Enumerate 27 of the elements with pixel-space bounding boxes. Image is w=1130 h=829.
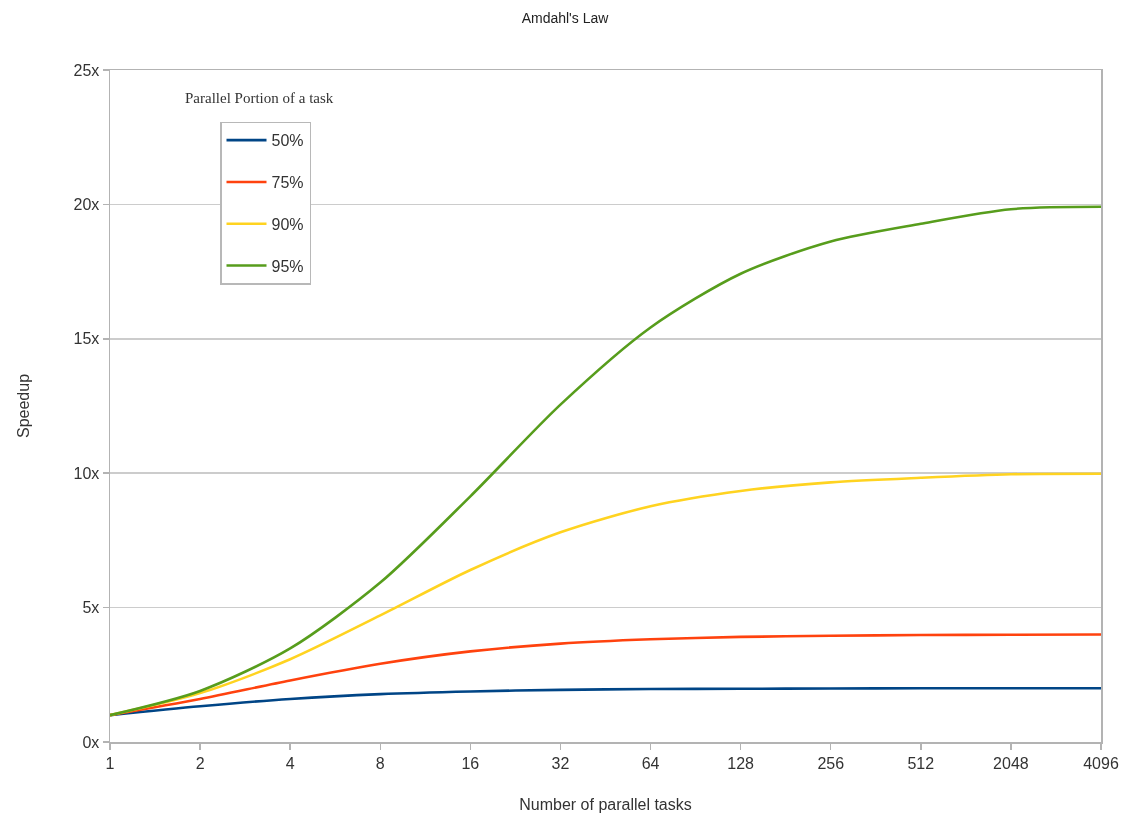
- legend-label: 50%: [271, 132, 304, 150]
- x-tick-label: 16: [461, 754, 480, 772]
- y-tick-label: 20x: [73, 196, 100, 213]
- x-tick-label: 2048: [993, 754, 1029, 772]
- x-tick-label: 1: [105, 754, 115, 772]
- legend-label: 90%: [271, 215, 304, 233]
- x-tick-label: 512: [907, 754, 935, 772]
- legend-label: 75%: [271, 174, 304, 192]
- x-tick-label: 64: [641, 754, 660, 772]
- y-tick-label: 5x: [82, 599, 100, 617]
- line-series: [110, 205, 1101, 717]
- x-tick-label: 2: [195, 754, 205, 772]
- y-tick-label: 10x: [73, 464, 100, 482]
- x-axis-title: Number of parallel tasks: [519, 796, 692, 814]
- x-tick-label: 4: [285, 754, 295, 772]
- x-tick-label: 256: [817, 754, 845, 772]
- y-tick-label: 25x: [73, 61, 100, 79]
- legend-label: 95%: [271, 257, 304, 275]
- x-tick-label: 128: [727, 754, 755, 772]
- x-tick-label: 8: [375, 754, 385, 772]
- y-tick-label: 15x: [73, 330, 100, 348]
- y-axis-title: Speedup: [14, 373, 32, 439]
- legend-title: Parallel Portion of a task: [185, 90, 334, 106]
- x-tick-label: 4096: [1083, 754, 1119, 772]
- chart-title: Amdahl's Law: [521, 10, 610, 27]
- y-tick-label: 0x: [82, 733, 100, 751]
- x-tick-label: 32: [551, 754, 570, 772]
